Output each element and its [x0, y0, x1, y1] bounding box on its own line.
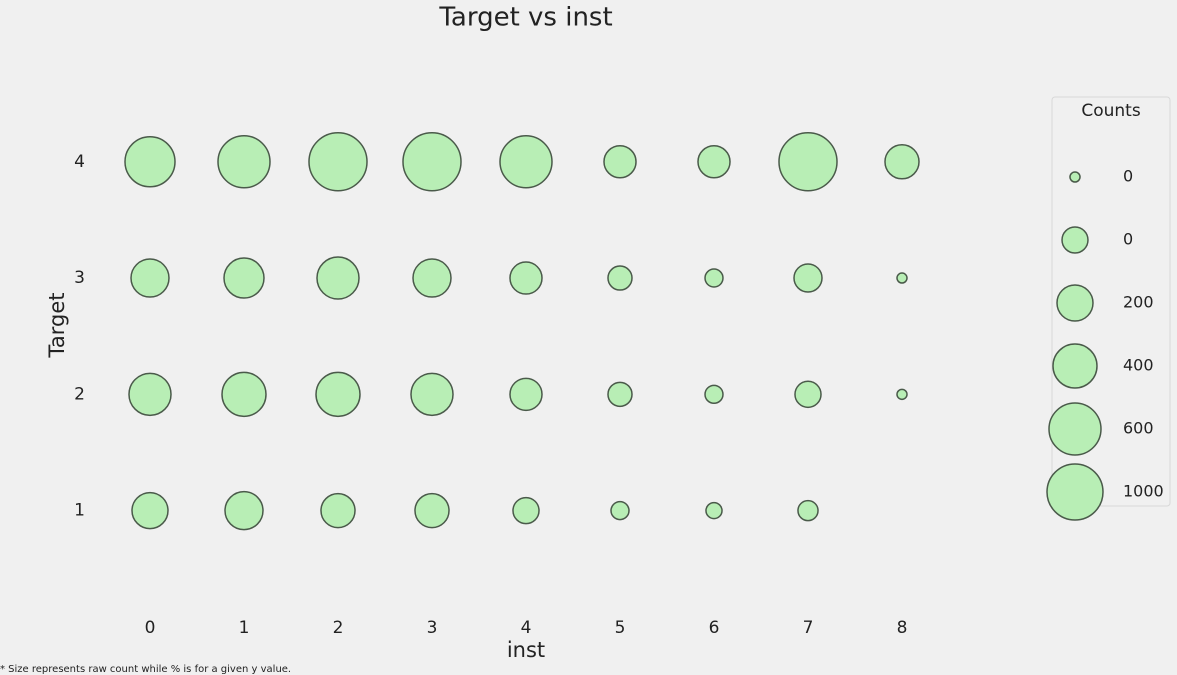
bubble	[224, 490, 264, 531]
legend-label: 400	[1123, 356, 1154, 375]
x-tick-label: 6	[709, 618, 720, 638]
bubble	[221, 371, 267, 418]
legend-title: Counts	[1081, 101, 1140, 121]
x-tick-label: 3	[427, 618, 438, 638]
x-tick-label: 8	[897, 618, 908, 638]
bubble	[410, 372, 454, 417]
bubble	[402, 132, 462, 192]
bubble	[704, 268, 724, 288]
bubble	[896, 272, 908, 284]
legend-label: 200	[1123, 293, 1154, 312]
bubble	[217, 135, 271, 189]
bubble	[704, 384, 724, 405]
bubble	[509, 377, 543, 412]
bubble	[778, 132, 838, 192]
y-axis-label: Target	[45, 293, 69, 359]
legend-label: 600	[1123, 419, 1154, 438]
x-axis-label: inst	[507, 638, 545, 662]
bubble	[512, 496, 540, 525]
bubble	[308, 132, 368, 192]
bubble	[128, 372, 172, 417]
bubble	[705, 501, 723, 520]
bubble	[130, 258, 170, 298]
bubble	[124, 136, 176, 188]
legend-bubble	[1046, 463, 1104, 521]
y-tick-label: 2	[74, 384, 85, 404]
legend-bubble	[1061, 226, 1089, 254]
legend-bubble	[1069, 171, 1081, 183]
bubble	[797, 499, 819, 522]
x-tick-label: 2	[333, 618, 344, 638]
y-tick-label: 1	[74, 501, 85, 521]
x-tick-label: 0	[145, 618, 156, 638]
bubble	[509, 261, 543, 295]
legend-label: 1000	[1123, 482, 1164, 501]
bubble	[607, 265, 633, 291]
bubble	[794, 380, 822, 409]
footnote: * Size represents raw count while % is f…	[0, 664, 291, 675]
legend-bubble	[1052, 343, 1098, 389]
bubble	[412, 258, 452, 298]
bubble	[793, 263, 823, 293]
y-tick-label: 4	[74, 152, 85, 172]
x-tick-label: 5	[615, 618, 626, 638]
legend-label: 0	[1123, 230, 1133, 249]
bubble	[320, 492, 356, 529]
x-tick-label: 7	[803, 618, 814, 638]
y-tick-label: 3	[74, 268, 85, 288]
x-tick-label: 1	[239, 618, 250, 638]
legend-bubble	[1056, 284, 1094, 322]
bubble	[414, 492, 450, 529]
legend-bubble	[1048, 402, 1102, 456]
bubble	[131, 491, 169, 530]
bubble	[223, 257, 265, 299]
bubble	[315, 371, 361, 418]
bubble	[896, 388, 908, 401]
legend-label: 0	[1123, 167, 1133, 186]
bubble	[316, 256, 360, 300]
bubble	[697, 145, 731, 179]
bubble	[884, 144, 920, 180]
bubble	[603, 145, 637, 179]
bubble	[607, 381, 633, 408]
x-tick-label: 4	[521, 618, 532, 638]
bubble	[499, 135, 553, 189]
bubble	[610, 500, 630, 521]
chart-title: Target vs inst	[438, 3, 612, 33]
